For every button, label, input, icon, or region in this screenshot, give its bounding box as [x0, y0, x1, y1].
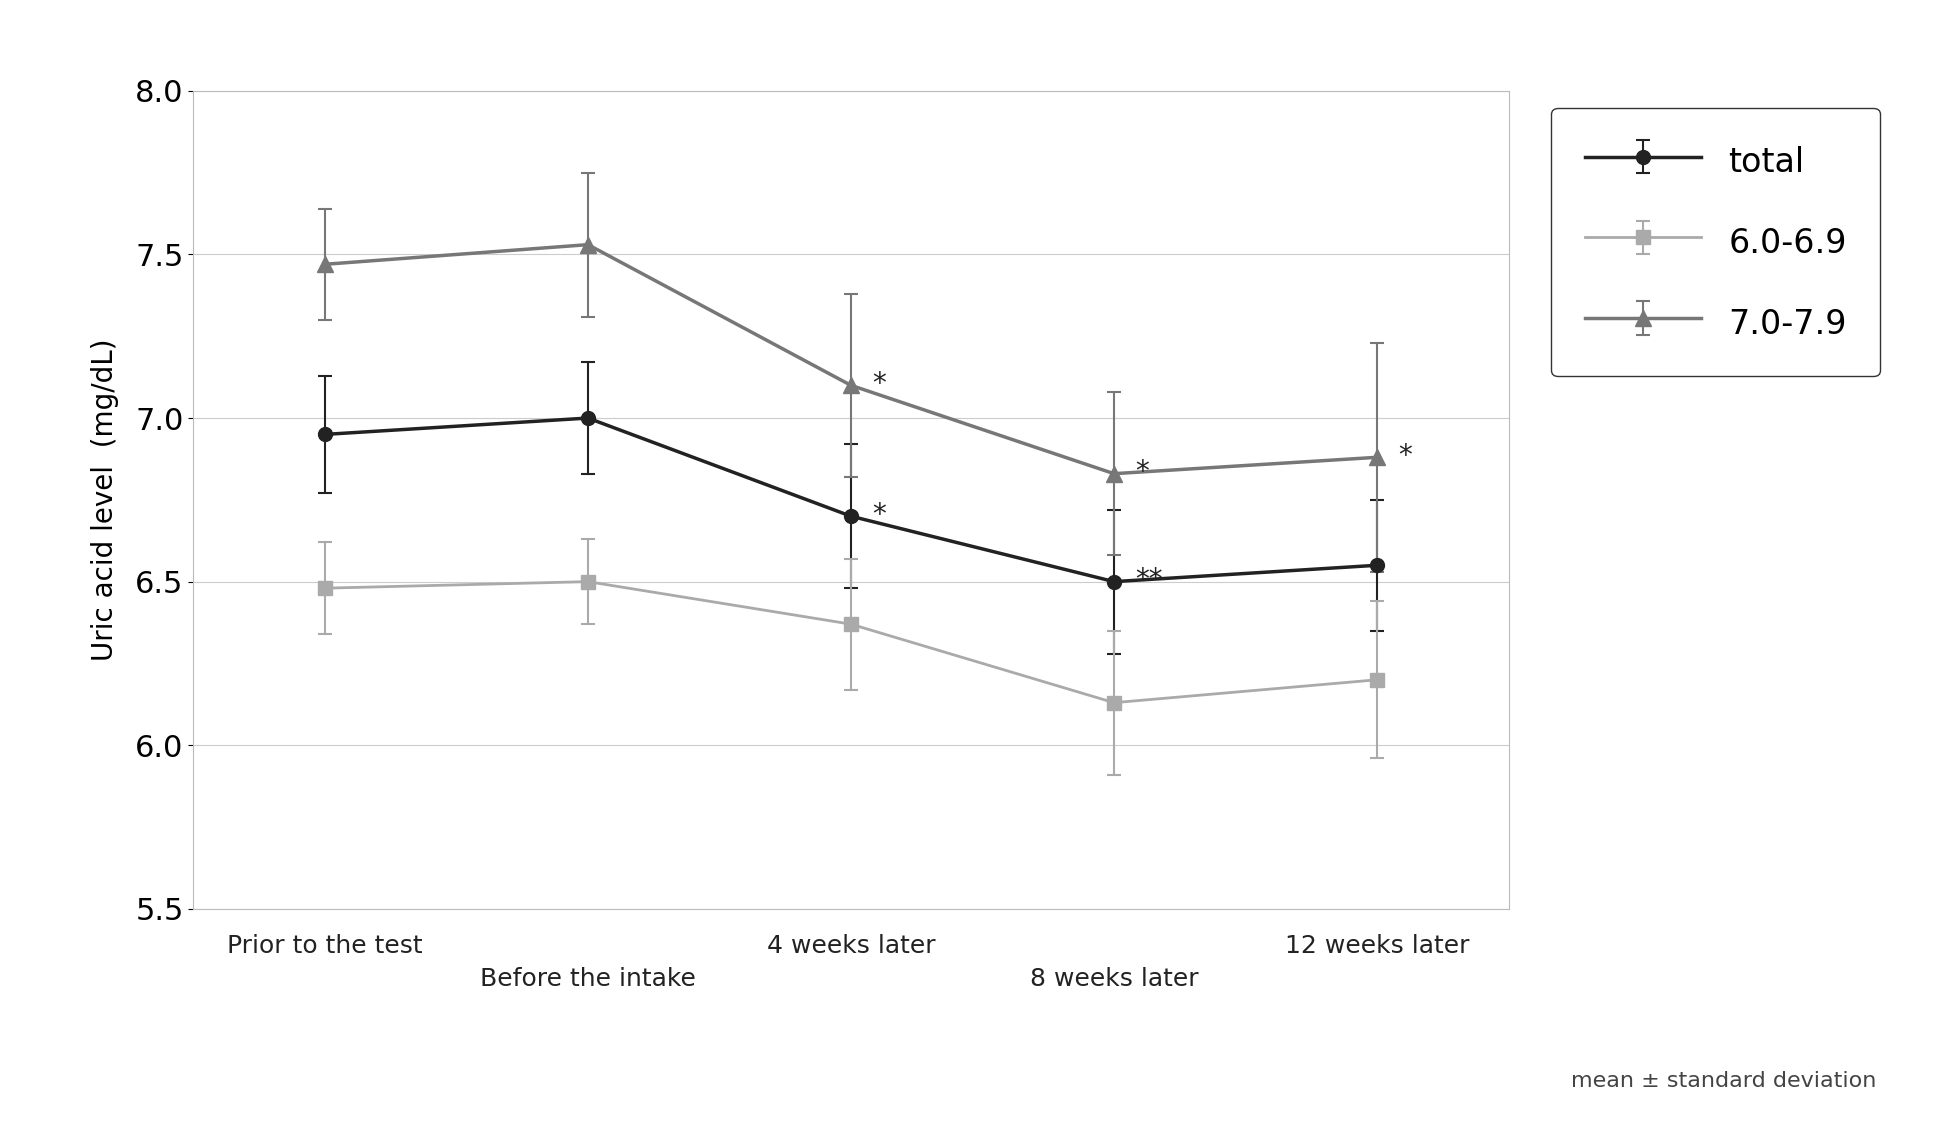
Y-axis label: Uric acid level  (mg/dL): Uric acid level (mg/dL) — [91, 339, 118, 661]
Text: 4 weeks later: 4 weeks later — [766, 934, 936, 958]
Text: Prior to the test: Prior to the test — [226, 934, 424, 958]
Text: mean ± standard deviation: mean ± standard deviation — [1570, 1070, 1876, 1091]
Text: *: * — [872, 501, 886, 528]
Text: **: ** — [1135, 566, 1162, 594]
Text: 8 weeks later: 8 weeks later — [1029, 967, 1199, 991]
Legend: total, 6.0-6.9, 7.0-7.9: total, 6.0-6.9, 7.0-7.9 — [1551, 108, 1880, 376]
Text: *: * — [1135, 458, 1149, 486]
Text: *: * — [1398, 442, 1412, 469]
Text: *: * — [872, 369, 886, 398]
Text: 12 weeks later: 12 weeks later — [1284, 934, 1470, 958]
Text: Before the intake: Before the intake — [480, 967, 696, 991]
